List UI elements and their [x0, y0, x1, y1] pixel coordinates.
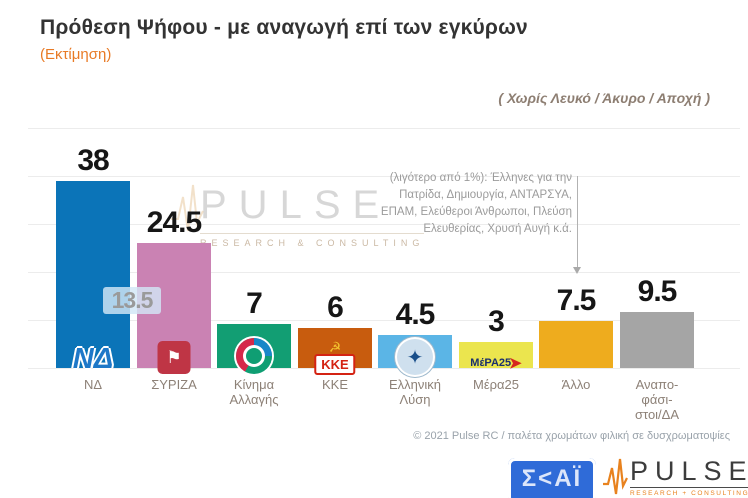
party-label: Ελληνική Λύση: [389, 377, 441, 407]
party-label-line: Αναπο-: [635, 377, 679, 392]
party-label-line: Μέρα25: [473, 377, 519, 392]
kke-logo-text: ΚΚΕ: [314, 354, 356, 375]
copyright-credit: © 2021 Pulse RC / παλέτα χρωμάτων φιλική…: [413, 430, 730, 442]
pulse-waveform-icon: [171, 184, 204, 232]
value-label: 7.5: [556, 284, 597, 317]
gridline: [28, 272, 740, 273]
value-label: 4.5: [395, 298, 436, 331]
gridline: [28, 320, 740, 321]
elliniki-lysi-party-logo-icon: ✦: [397, 339, 433, 375]
gridline: [28, 224, 740, 225]
watermark-subtext: RESEARCH & CONSULTING: [200, 233, 425, 248]
chart-title: Πρόθεση Ψήφου - με αναγωγή επί των εγκύρ…: [40, 16, 528, 39]
annotation-line: ΕΠΑΜ, Ελεύθεροι Άνθρωποι, Πλεύση: [380, 206, 572, 218]
bar-nd: [56, 181, 130, 368]
gridline: [28, 368, 740, 369]
bar-column-mera25: 3 ΜέΡΑ25➤ Μέρα25: [459, 305, 533, 392]
value-label: 6: [327, 291, 344, 324]
party-label: ΚΚΕ: [322, 377, 348, 392]
pulse-watermark: PULSE RESEARCH & CONSULTING: [171, 183, 425, 248]
party-label-line: Αλλαγής: [229, 392, 279, 407]
syriza-party-logo-icon: ⚑: [157, 341, 191, 374]
skai-logo: Σ<ΑΪ: [508, 458, 596, 498]
value-label: 9.5: [637, 275, 678, 308]
hammer-sickle-icon: ☭: [328, 339, 342, 355]
gridline: [28, 176, 740, 177]
party-label-line: Λύση: [399, 392, 431, 407]
party-label-line: ΝΔ: [83, 377, 103, 392]
bar-column-allo: 7.5 Άλλο: [539, 284, 613, 392]
pulse-waveform-icon: [603, 458, 628, 495]
annotation-arrow: [573, 176, 581, 274]
mera25-party-logo-icon: ΜέΡΑ25➤: [470, 354, 521, 372]
bar-column-kinal: 7 Κίνημα Αλλαγής: [217, 287, 291, 407]
pulse-logo-text: PULSE: [630, 456, 748, 486]
party-label-line: Ελληνική: [388, 377, 442, 392]
party-label: Άλλο: [562, 377, 591, 392]
value-label: 3: [488, 305, 505, 338]
filter-note: ( Χωρίς Λευκό / Άκυρο / Αποχή ): [498, 90, 710, 106]
chart-subtitle: (Εκτίμηση): [40, 46, 112, 63]
kke-party-logo-icon: ☭ ΚΚΕ: [314, 339, 356, 375]
red-arrow-icon: ➤: [509, 355, 522, 372]
nd-party-logo-icon: ΝΔ: [72, 343, 114, 375]
pulse-logo-subtext: RESEARCH + CONSULTING: [630, 487, 748, 497]
party-label: Μέρα25: [473, 377, 519, 392]
gridline: [28, 128, 740, 129]
party-label: ΝΔ: [84, 377, 102, 392]
small-parties-annotation: (λιγότερο από 1%): Έλληνες για την Πατρί…: [360, 170, 572, 238]
party-label-line: Άλλο: [561, 377, 591, 392]
party-label: Αναπο- φάσι- στοι/ΔΑ: [635, 377, 679, 422]
party-label-line: φάσι-: [641, 392, 673, 407]
party-label: Κίνημα Αλλαγής: [230, 377, 279, 407]
bar-allo: [539, 321, 613, 368]
bar-undecided: [620, 312, 694, 368]
annotation-line: (λιγότερο από 1%): Έλληνες για την: [389, 172, 572, 184]
mera25-logo-text: ΜέΡΑ25: [470, 357, 512, 369]
bar-mera25: [459, 342, 533, 368]
value-label: 24.5: [146, 206, 202, 239]
annotation-line: Πατρίδα, Δημιουργία, ΑΝΤΑΡΣΥΑ,: [399, 189, 572, 201]
gap-badge: 13.5: [103, 287, 161, 314]
bar-column-kke: 6 ☭ ΚΚΕ ΚΚΕ: [298, 291, 372, 392]
annotation-line: Ελευθερίας, Χρυσή Αυγή κ.ά.: [423, 223, 572, 235]
bar-column-elliniki-lysi: 4.5 ✦ Ελληνική Λύση: [378, 298, 452, 407]
party-label: ΣΥΡΙΖΑ: [151, 377, 197, 392]
skai-logo-text: Σ<ΑΪ: [521, 465, 583, 492]
value-label: 38: [77, 144, 109, 177]
kinal-party-logo-icon: [236, 338, 272, 374]
party-label-line: στοι/ΔΑ: [634, 407, 680, 422]
pulse-logo: PULSE RESEARCH + CONSULTING: [602, 456, 748, 498]
party-label-line: Κίνημα: [233, 377, 275, 392]
party-label-line: ΣΥΡΙΖΑ: [151, 377, 197, 392]
bar-column-undecided: 9.5 Αναπο- φάσι- στοι/ΔΑ: [620, 275, 694, 422]
party-label-line: ΚΚΕ: [321, 377, 349, 392]
bar-column-nd: 38 ΝΔ ΝΔ: [56, 144, 130, 392]
watermark-text: PULSE: [200, 183, 392, 227]
value-label: 7: [246, 287, 263, 320]
